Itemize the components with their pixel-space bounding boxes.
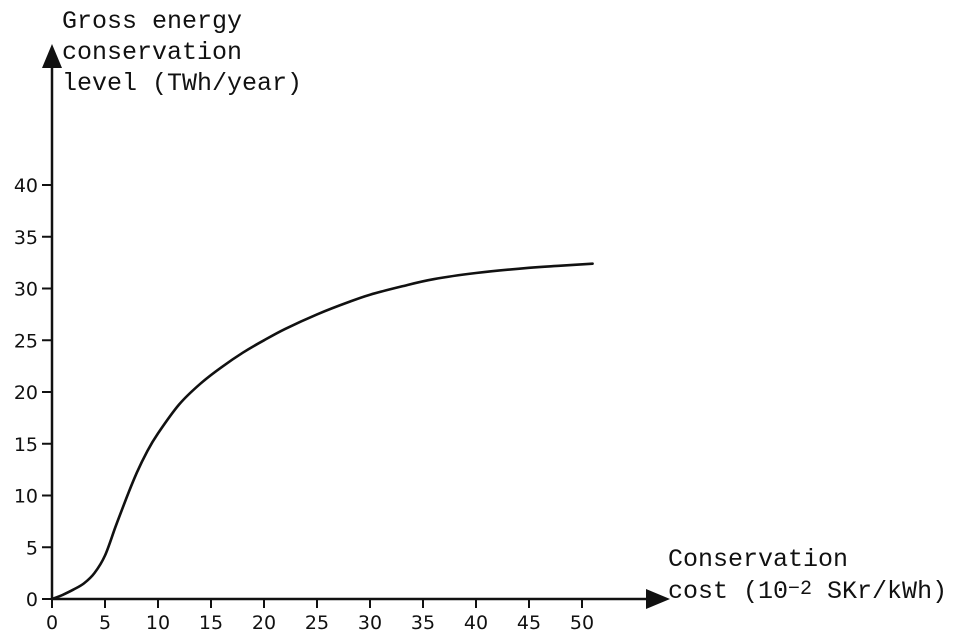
y-axis-label-line-2: conservation (62, 38, 243, 67)
x-axis-label: Conservation cost (10−2 SKr/kWh) (668, 544, 947, 610)
x-axis-label-prefix: cost (10 (668, 577, 789, 606)
y-axis-arrow (42, 44, 62, 68)
series-line (50, 262, 594, 601)
x-axis-label-line-2: cost (10−2 SKr/kWh) (668, 576, 947, 610)
x-tick-label: 50 (570, 612, 594, 634)
axes (42, 44, 670, 609)
x-tick-label: 10 (146, 612, 170, 634)
x-tick-label: 30 (358, 612, 382, 634)
y-axis-label: Gross energy conservation level (TWh/year) (62, 6, 302, 99)
y-axis-label-line-3: level (TWh/year) (62, 69, 303, 98)
x-tick-label: 0 (46, 612, 58, 634)
x-axis-label-suffix: SKr/kWh) (812, 577, 948, 606)
y-axis-label-line-1: Gross energy (62, 7, 243, 36)
y-ticks: 0 5 10 15 20 25 30 35 40 (14, 175, 52, 611)
x-tick-label: 5 (99, 612, 111, 634)
y-tick-label: 15 (14, 434, 38, 456)
x-tick-label: 20 (252, 612, 276, 634)
y-tick-label: 25 (14, 330, 38, 352)
y-tick-label: 0 (26, 589, 38, 611)
y-tick-label: 35 (14, 227, 38, 249)
x-axis-label-line-1: Conservation (668, 545, 849, 574)
x-tick-label: 35 (411, 612, 435, 634)
y-tick-label: 10 (14, 486, 38, 508)
y-tick-label: 5 (26, 537, 38, 559)
y-tick-label: 20 (14, 382, 38, 404)
y-tick-label: 30 (14, 279, 38, 301)
x-tick-label: 25 (305, 612, 329, 634)
x-axis-label-exponent: −2 (788, 578, 813, 601)
x-axis-arrow (646, 589, 670, 609)
x-ticks: 0 5 10 15 20 25 30 35 40 45 50 (46, 599, 594, 634)
y-tick-label: 40 (14, 175, 38, 197)
x-tick-label: 15 (199, 612, 223, 634)
x-tick-label: 40 (464, 612, 488, 634)
x-tick-label: 45 (517, 612, 541, 634)
